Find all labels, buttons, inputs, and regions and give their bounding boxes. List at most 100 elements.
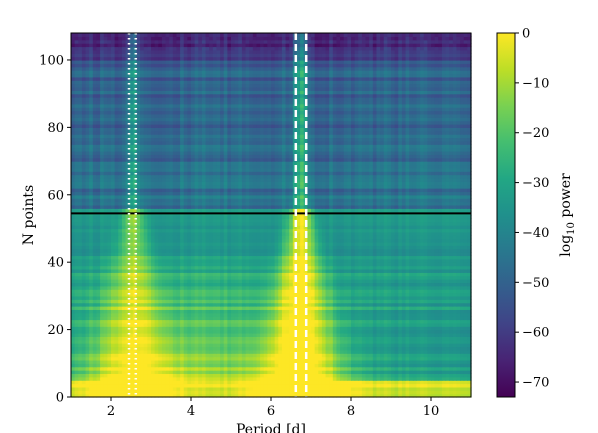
heatmap-cell (296, 329, 301, 334)
heatmap-cell (340, 316, 345, 321)
heatmap-cell (176, 349, 181, 354)
heatmap-cell (165, 322, 170, 327)
heatmap-cell (369, 329, 374, 334)
heatmap-cell (238, 376, 243, 381)
heatmap-cell (107, 336, 112, 341)
heatmap-cell (383, 326, 388, 331)
heatmap-cell (332, 339, 338, 344)
heatmap-cell (212, 262, 218, 267)
heatmap-cell (343, 312, 348, 317)
heatmap-cell (401, 322, 407, 327)
heatmap-cell (307, 339, 312, 344)
heatmap-cell (423, 316, 428, 321)
heatmap-cell (321, 319, 327, 324)
heatmap-cell (405, 285, 410, 290)
heatmap-cell (456, 393, 461, 398)
heatmap-cell (92, 332, 98, 337)
heatmap-cell (81, 322, 87, 327)
heatmap-cell (216, 359, 221, 364)
heatmap-cell (398, 386, 403, 391)
heatmap-cell (354, 312, 359, 317)
heatmap-cell (241, 319, 247, 324)
heatmap-cell (369, 262, 374, 267)
heatmap-cell (231, 292, 236, 297)
heatmap-cell (194, 390, 199, 395)
heatmap-cell (154, 393, 159, 398)
heatmap-cell (118, 272, 123, 277)
heatmap-cell (394, 299, 399, 304)
heatmap-cell (107, 316, 112, 321)
heatmap-cell (365, 326, 370, 331)
heatmap-cell (172, 265, 178, 270)
heatmap-cell (161, 370, 167, 375)
heatmap-cell (74, 309, 79, 314)
heatmap-cell (129, 262, 134, 267)
heatmap-cell (234, 393, 239, 398)
heatmap-cell (169, 353, 174, 358)
heatmap-cell (412, 343, 418, 348)
heatmap-cell (361, 316, 367, 321)
heatmap-cell (438, 386, 443, 391)
heatmap-cell (343, 265, 348, 270)
heatmap-cell (423, 262, 428, 267)
heatmap-cell (365, 306, 370, 310)
heatmap-cell (267, 295, 272, 300)
heatmap-cell (420, 370, 425, 375)
heatmap-cell (143, 356, 148, 361)
heatmap-cell (172, 309, 178, 314)
heatmap-cell (227, 258, 232, 263)
heatmap-cell (336, 309, 341, 314)
heatmap-cell (449, 302, 454, 307)
heatmap-cell (74, 359, 79, 364)
heatmap-cell (361, 339, 367, 344)
heatmap-cell (383, 339, 388, 344)
heatmap-cell (252, 363, 258, 368)
heatmap-cell (231, 386, 236, 391)
heatmap-cell (358, 393, 363, 398)
heatmap-cell (456, 312, 461, 317)
heatmap-cell (460, 289, 465, 294)
heatmap-cell (158, 380, 163, 385)
heatmap-cell (365, 295, 370, 300)
heatmap-cell (409, 343, 414, 348)
heatmap-cell (307, 376, 312, 381)
heatmap-cell (412, 309, 418, 314)
heatmap-cell (423, 272, 428, 277)
heatmap-cell (296, 373, 301, 378)
heatmap-cell (296, 312, 301, 317)
heatmap-cell (336, 332, 341, 337)
heatmap-cell (452, 349, 458, 354)
heatmap-cell (85, 329, 90, 334)
heatmap-cell (281, 393, 287, 398)
heatmap-cell (89, 332, 94, 337)
heatmap-cell (329, 363, 334, 368)
heatmap-cell (300, 386, 305, 391)
heatmap-cell (71, 299, 76, 304)
heatmap-cell (176, 285, 181, 290)
heatmap-cell (85, 299, 90, 304)
heatmap-cell (369, 359, 374, 364)
heatmap-cell (467, 353, 472, 358)
heatmap-cell (107, 390, 112, 395)
heatmap-cell (401, 272, 407, 277)
heatmap-cell (452, 343, 458, 348)
heatmap-cell (416, 373, 421, 378)
heatmap-cell (416, 279, 421, 284)
heatmap-cell (420, 299, 425, 304)
heatmap-cell (245, 312, 250, 317)
heatmap-cell (441, 349, 447, 354)
heatmap-cell (252, 292, 258, 297)
heatmap-cell (209, 265, 214, 270)
heatmap-cell (118, 262, 123, 267)
heatmap-cell (143, 282, 148, 287)
heatmap-cell (209, 363, 214, 368)
heatmap-cell (136, 376, 141, 381)
heatmap-cell (376, 383, 381, 388)
heatmap-cell (412, 370, 418, 375)
heatmap-cell (434, 292, 439, 297)
heatmap-cell (198, 380, 203, 385)
heatmap-cell (89, 268, 94, 273)
heatmap-cell (343, 299, 348, 304)
heatmap-cell (107, 349, 112, 354)
heatmap-cell (347, 326, 352, 331)
